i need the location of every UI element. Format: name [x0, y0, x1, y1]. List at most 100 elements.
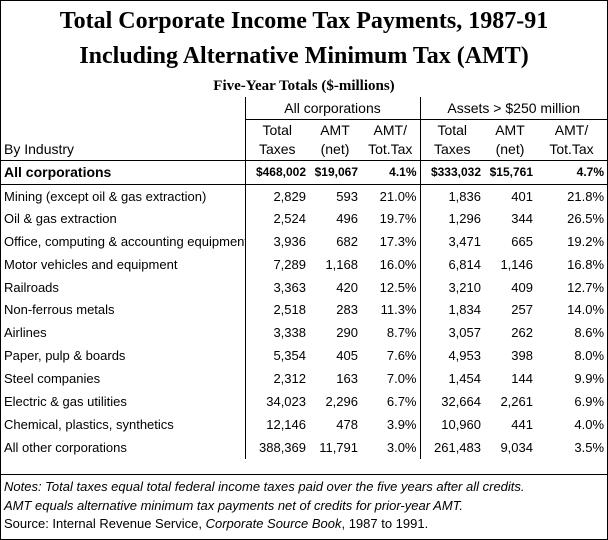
- source-prefix: Source: Internal Revenue Service,: [4, 516, 206, 531]
- blank-corner: [1, 97, 246, 119]
- cell: 32,664: [441, 393, 481, 409]
- cell: 262: [511, 325, 533, 341]
- cell: 12.5%: [361, 275, 421, 299]
- table-row: Non-ferrous metals 2,518 283 11.3% 1,834…: [1, 298, 607, 322]
- source-line: Source: Internal Revenue Service, Corpor…: [4, 515, 607, 534]
- cell: 478: [336, 416, 358, 432]
- cell: 21.0%: [361, 184, 421, 207]
- table-row: Paper, pulp & boards 5,354 405 7.6% 4,95…: [1, 344, 607, 368]
- cell: 3,471: [448, 233, 481, 249]
- cell: 16.8%: [567, 256, 605, 272]
- cell: 2,518: [273, 302, 306, 318]
- cell: 12.7%: [567, 279, 605, 295]
- row-label: Paper, pulp & boards: [1, 344, 246, 368]
- cell: 26.5%: [567, 210, 605, 226]
- row-label: All corporations: [1, 159, 246, 185]
- cell: 11,791: [319, 439, 358, 455]
- cell: 2,296: [325, 393, 358, 409]
- table-row: Motor vehicles and equipment 7,289 1,168…: [1, 252, 607, 276]
- row-label: Railroads: [1, 275, 246, 299]
- cell: 3,338: [273, 325, 306, 341]
- cell: 3.0%: [361, 435, 421, 459]
- cell: 9.9%: [574, 371, 605, 387]
- cell: 14.0%: [567, 302, 605, 318]
- cell: 19.7%: [361, 206, 421, 230]
- cell: 1,836: [448, 188, 481, 204]
- cell: 398: [511, 348, 533, 364]
- cell: 257: [511, 302, 533, 318]
- notes-block: Notes: Total taxes equal total federal i…: [1, 474, 607, 539]
- cell: 6.9%: [574, 393, 605, 409]
- cell: $19,067: [309, 159, 361, 185]
- col-header: Total: [262, 122, 293, 139]
- cell: 2,524: [273, 210, 306, 226]
- cell: 9,034: [500, 439, 533, 455]
- title-line-2: Including Alternative Minimum Tax (AMT): [79, 43, 529, 69]
- cell: 6,814: [448, 256, 481, 272]
- notes-line-2: AMT equals alternative minimum tax payme…: [4, 497, 464, 513]
- table-row: All other corporations 388,369 11,791 3.…: [1, 435, 607, 459]
- col-header: Taxes: [433, 141, 471, 158]
- cell: 2,261: [500, 393, 533, 409]
- tax-table: All corporations Assets > $250 million T…: [1, 97, 608, 459]
- cell: $333,032: [420, 159, 484, 185]
- cell: 409: [511, 279, 533, 295]
- title-line-1: Total Corporate Income Tax Payments, 198…: [59, 8, 549, 34]
- header-row-2: By Industry Taxes (net) Tot.Tax Taxes (n…: [1, 139, 607, 160]
- row-label: Electric & gas utilities: [1, 390, 246, 413]
- cell: 344: [511, 210, 533, 226]
- cell: 4.0%: [574, 416, 605, 432]
- cell: 1,834: [448, 302, 481, 318]
- cell: 3,363: [273, 279, 306, 295]
- group-all-corporations: All corporations: [245, 97, 421, 120]
- cell: 665: [511, 233, 533, 249]
- col-header: AMT/: [554, 122, 589, 139]
- cell: 19.2%: [567, 233, 605, 249]
- cell: 21.8%: [567, 188, 605, 204]
- cell: 388,369: [259, 439, 306, 455]
- table-row: Chemical, plastics, synthetics 12,146 47…: [1, 412, 607, 436]
- group-header-row: All corporations Assets > $250 million: [1, 97, 608, 120]
- table-row: Steel companies 2,312 163 7.0% 1,454 144…: [1, 367, 607, 391]
- row-label: Chemical, plastics, synthetics: [1, 412, 246, 436]
- row-label: Airlines: [1, 321, 246, 345]
- cell: 3.9%: [361, 412, 421, 436]
- table-row: Office, computing & accounting equipment…: [1, 229, 607, 253]
- cell: 144: [511, 371, 533, 387]
- cell: 10,960: [441, 416, 481, 432]
- cell: 261,483: [434, 439, 481, 455]
- cell: 11.3%: [361, 298, 421, 322]
- cell: 3,936: [273, 233, 306, 249]
- cell: 290: [336, 325, 358, 341]
- col-header: Tot.Tax: [549, 141, 594, 158]
- cell: 4.1%: [361, 159, 421, 185]
- table-row: Electric & gas utilities 34,023 2,296 6.…: [1, 390, 607, 413]
- row-label: All other corporations: [1, 435, 246, 459]
- cell: 5,354: [273, 348, 306, 364]
- cell: 12,146: [266, 416, 306, 432]
- cell: 6.7%: [361, 390, 421, 413]
- table-row: Oil & gas extraction 2,524 496 19.7% 1,2…: [1, 206, 607, 230]
- cell: 4,953: [448, 348, 481, 364]
- cell: 593: [336, 188, 358, 204]
- cell: 7,289: [273, 256, 306, 272]
- col-header: AMT/: [361, 119, 421, 139]
- cell: 420: [336, 279, 358, 295]
- cell: $468,002: [245, 159, 309, 185]
- col-header: (net): [495, 141, 525, 158]
- cell: 1,454: [448, 371, 481, 387]
- cell: 3,210: [448, 279, 481, 295]
- cell: 401: [511, 188, 533, 204]
- col-header: AMT: [495, 122, 525, 139]
- col-header: Taxes: [258, 141, 296, 158]
- cell: 3,057: [448, 325, 481, 341]
- cell: 405: [336, 348, 358, 364]
- cell: 16.0%: [361, 252, 421, 276]
- cell: 8.6%: [574, 325, 605, 341]
- row-label: Mining (except oil & gas extraction): [1, 184, 246, 207]
- col-header: Tot.Tax: [361, 139, 421, 160]
- row-label: Steel companies: [1, 367, 246, 391]
- col-header: (net): [320, 141, 350, 158]
- row-label: Non-ferrous metals: [1, 298, 246, 322]
